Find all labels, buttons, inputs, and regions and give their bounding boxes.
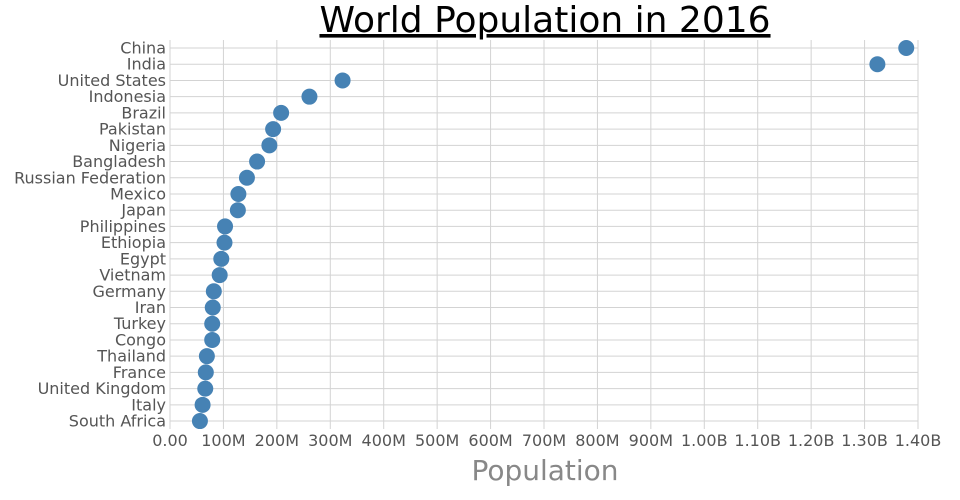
data-point[interactable]: [198, 348, 215, 365]
data-point[interactable]: [301, 88, 318, 105]
category-label: Brazil: [121, 103, 166, 122]
data-point[interactable]: [197, 364, 214, 381]
category-label: South Africa: [69, 412, 166, 431]
data-point[interactable]: [265, 121, 282, 138]
x-tick-label: 1.20B: [788, 431, 835, 450]
category-label: Indonesia: [89, 87, 166, 106]
data-point[interactable]: [205, 283, 222, 300]
x-tick-label: 1.30B: [841, 431, 888, 450]
data-point[interactable]: [213, 250, 230, 267]
x-tick-label: 200M: [255, 431, 299, 450]
category-label: Philippines: [80, 217, 166, 236]
dots-layer: [191, 40, 915, 430]
data-point[interactable]: [273, 104, 290, 121]
category-label: United Kingdom: [38, 379, 166, 398]
x-tick-label: 600M: [468, 431, 512, 450]
x-tick-label: 900M: [629, 431, 673, 450]
x-tick-label: 800M: [575, 431, 619, 450]
data-point[interactable]: [197, 380, 214, 397]
data-point[interactable]: [334, 72, 351, 89]
category-label: France: [113, 363, 166, 382]
data-point[interactable]: [249, 153, 266, 170]
category-label: Ethiopia: [101, 233, 166, 252]
data-point[interactable]: [194, 396, 211, 413]
category-label: Egypt: [120, 249, 166, 268]
data-point[interactable]: [238, 169, 255, 186]
category-label: Vietnam: [99, 266, 166, 285]
x-tick-label: 100M: [201, 431, 245, 450]
category-label: United States: [58, 71, 166, 90]
category-label: Thailand: [96, 347, 166, 366]
category-label: Congo: [115, 330, 166, 349]
category-label: Bangladesh: [72, 152, 166, 171]
category-label: Russian Federation: [14, 168, 166, 187]
x-axis-label: Population: [471, 454, 618, 487]
category-label: Italy: [131, 395, 166, 414]
data-point[interactable]: [204, 299, 221, 316]
data-point[interactable]: [230, 185, 247, 202]
grid-layer: [169, 40, 919, 429]
chart-title: World Population in 2016: [319, 0, 770, 41]
x-tick-label: 700M: [522, 431, 566, 450]
category-label: Pakistan: [99, 120, 166, 139]
data-point[interactable]: [191, 413, 208, 430]
data-point[interactable]: [216, 234, 233, 251]
data-point[interactable]: [229, 202, 246, 219]
category-label: India: [127, 55, 166, 74]
x-tick-label: 1.10B: [734, 431, 781, 450]
x-tick-label: 300M: [308, 431, 352, 450]
data-point[interactable]: [869, 56, 886, 73]
data-point[interactable]: [204, 331, 221, 348]
x-tick-label: 1.40B: [895, 431, 942, 450]
x-tick-label: 1.00B: [681, 431, 728, 450]
data-point[interactable]: [217, 218, 234, 235]
x-tick-label: 400M: [362, 431, 406, 450]
x-tick-label: 500M: [415, 431, 459, 450]
data-point[interactable]: [211, 267, 228, 284]
category-label: China: [120, 39, 166, 58]
data-point[interactable]: [261, 137, 278, 154]
category-label: Germany: [92, 282, 166, 301]
x-tick-labels: 0.00 100M 200M 300M 400M 500M 600M 700M 800M 900M…: [152, 431, 941, 450]
category-label: Japan: [120, 201, 166, 220]
data-point[interactable]: [898, 40, 915, 56]
category-label: Turkey: [113, 314, 166, 333]
data-point[interactable]: [204, 315, 221, 332]
category-label: Mexico: [110, 184, 166, 203]
category-label: Iran: [135, 298, 166, 317]
x-tick-label: 0.00: [152, 431, 188, 450]
category-label: Nigeria: [109, 136, 166, 155]
